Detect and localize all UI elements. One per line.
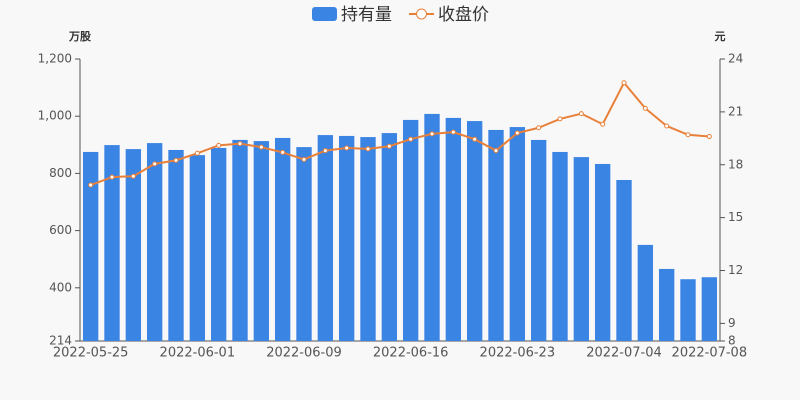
price-point <box>194 150 200 156</box>
yticks-label: 600 <box>49 223 72 237</box>
x-tick-label: 2022-06-16 <box>373 346 449 361</box>
price-point <box>408 136 414 142</box>
x-tick-label: 2022-07-04 <box>586 346 662 361</box>
bar <box>125 149 142 341</box>
y2ticks-label: 18 <box>728 157 743 171</box>
bar <box>274 137 291 341</box>
price-point <box>664 123 670 129</box>
price-point <box>173 157 179 163</box>
legend-label: 收盘价 <box>438 5 489 25</box>
bar <box>232 139 248 341</box>
y-axis-title: 万股 <box>68 30 92 43</box>
price-point <box>600 121 606 127</box>
price-point <box>237 141 243 147</box>
bar <box>488 129 504 341</box>
x-tick-label: 2022-06-23 <box>480 346 556 361</box>
price-point <box>216 142 222 148</box>
bar <box>317 135 334 341</box>
price-point <box>152 161 158 167</box>
y2ticks-label: 21 <box>728 104 743 118</box>
price-line <box>90 80 710 186</box>
bar <box>104 145 120 341</box>
price-point <box>450 129 456 135</box>
bar <box>616 179 632 341</box>
y2ticks-label: 9 <box>728 316 736 330</box>
price-point <box>642 105 648 111</box>
bar <box>530 139 547 341</box>
price-point <box>386 143 392 149</box>
bar <box>210 147 227 341</box>
bar <box>658 268 675 341</box>
price-point <box>280 149 286 155</box>
legend-swatch <box>312 7 337 21</box>
x-tick-label: 2022-06-01 <box>160 346 236 361</box>
price-point <box>493 148 499 154</box>
bar <box>146 143 163 341</box>
bar <box>509 127 526 341</box>
price-point <box>322 148 328 154</box>
yticks-label: 1,200 <box>38 52 72 66</box>
yticks-label: 400 <box>49 280 72 294</box>
price-point <box>365 146 371 152</box>
legend-swatch <box>416 8 427 20</box>
x-tick-label: 2022-06-09 <box>266 346 342 361</box>
bar <box>168 149 184 341</box>
price-point <box>344 145 350 151</box>
bar <box>360 137 376 341</box>
bar <box>466 121 483 341</box>
y2-axis-title: 元 <box>715 30 726 43</box>
y2ticks-label: 15 <box>728 210 743 224</box>
yticks-label: 800 <box>49 166 72 180</box>
price-point <box>301 156 307 162</box>
bar <box>680 279 696 341</box>
bar <box>338 135 355 341</box>
price-point <box>685 132 691 138</box>
price-point <box>557 116 563 122</box>
price-point <box>130 173 136 179</box>
price-point <box>472 136 478 142</box>
y2ticks-label: 8 <box>728 334 736 348</box>
bar <box>637 244 654 341</box>
price-point <box>621 80 627 86</box>
price-point <box>536 125 542 131</box>
price-point <box>514 130 520 136</box>
bar <box>402 119 419 342</box>
bar <box>445 117 462 341</box>
y2ticks-label: 24 <box>728 52 743 66</box>
bar <box>381 133 398 341</box>
price-point <box>429 131 435 137</box>
price-point <box>109 174 115 180</box>
price-point <box>88 182 94 188</box>
bar <box>701 277 718 341</box>
price-point <box>706 134 712 140</box>
bar <box>296 147 312 341</box>
bar <box>594 163 611 341</box>
bar <box>82 151 99 341</box>
bar <box>253 141 270 341</box>
bar <box>573 157 590 341</box>
price-point <box>258 144 264 150</box>
yticks-label: 214 <box>49 334 72 348</box>
bar <box>189 155 206 341</box>
bar <box>424 113 440 341</box>
legend-label: 持有量 <box>341 5 392 25</box>
x-tick-label: 2022-05-25 <box>53 346 129 361</box>
x-tick-label: 2022-07-08 <box>672 346 748 361</box>
price-point <box>578 111 584 117</box>
yticks-label: 1,000 <box>38 109 72 123</box>
bar <box>552 151 568 341</box>
y2ticks-label: 12 <box>728 263 743 277</box>
